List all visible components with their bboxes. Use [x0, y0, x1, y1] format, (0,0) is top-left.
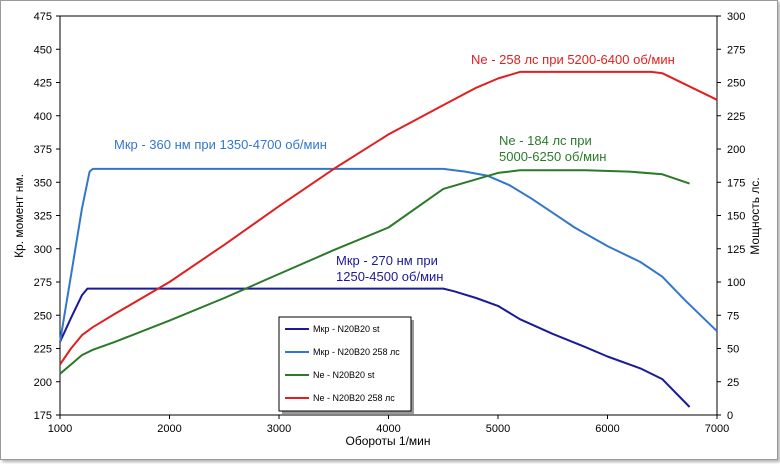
left-tick-label: 250 — [34, 310, 52, 322]
right-tick-label: 175 — [727, 177, 745, 189]
y-axis-label-right: Мощность лс. — [748, 177, 762, 254]
annotation-3-line: 5000-6250 об/мин — [499, 149, 606, 164]
series-line-2 — [59, 167, 718, 343]
left-tick-label: 475 — [34, 11, 52, 23]
annotation-2: Мкр - 360 нм при 1350-4700 об/мин — [114, 137, 327, 152]
right-axis-ticks: 0 25 50 75 100 125 150 175 200 225 250 275 300 — [717, 11, 745, 422]
legend-box — [278, 316, 412, 412]
series-layer — [59, 70, 718, 408]
right-tick-label: 0 — [727, 410, 733, 422]
x-axis-label: Обороты 1/мин — [345, 434, 430, 448]
legend-label-1: Мкр - N20B20 st — [313, 324, 380, 334]
legend-label-3: Ne - N20B20 st — [313, 370, 375, 380]
x-tick-label: 6000 — [595, 423, 619, 435]
legend: Мкр - N20B20 st Мкр - N20B20 258 лс Ne - N… — [278, 316, 414, 414]
series-line-1 — [59, 287, 691, 408]
left-tick-label: 400 — [34, 111, 52, 123]
left-tick-label: 275 — [34, 277, 52, 289]
x-tick-label: 3000 — [267, 423, 291, 435]
annotation-4-line: 1250-4500 об/мин — [336, 269, 443, 284]
annotation-3-line: Ne - 184 лс при — [499, 133, 592, 148]
left-tick-label: 200 — [34, 377, 52, 389]
left-tick-label: 425 — [34, 78, 52, 90]
x-axis-ticks: 1000 2000 3000 4000 5000 6000 7000 — [48, 415, 729, 435]
series-line-3 — [59, 169, 690, 375]
left-tick-label: 300 — [34, 244, 52, 256]
left-tick-label: 225 — [34, 344, 52, 356]
annotation-4-line: Мкр - 270 нм при — [336, 253, 438, 268]
right-tick-label: 250 — [727, 78, 745, 90]
left-tick-label: 325 — [34, 211, 52, 223]
right-tick-label: 25 — [727, 377, 739, 389]
right-tick-label: 75 — [727, 310, 739, 322]
left-axis-ticks: 175 200 225 250 275 300 325 350 375 400 425 450 475 — [34, 11, 60, 422]
legend-label-4: Ne - N20B20 258 лс — [313, 393, 395, 403]
right-tick-label: 100 — [727, 277, 745, 289]
annotations: Ne - 258 лс при 5200-6400 об/мин Мкр - 36… — [114, 52, 675, 284]
right-tick-label: 225 — [727, 111, 745, 123]
right-tick-label: 300 — [727, 11, 745, 23]
x-tick-label: 2000 — [157, 423, 181, 435]
right-tick-label: 50 — [727, 344, 739, 356]
left-tick-label: 375 — [34, 144, 52, 156]
x-tick-label: 4000 — [376, 423, 400, 435]
left-tick-label: 450 — [34, 44, 52, 56]
right-tick-label: 275 — [727, 44, 745, 56]
right-tick-label: 125 — [727, 244, 745, 256]
annotation-1: Ne - 258 лс при 5200-6400 об/мин — [471, 52, 675, 67]
x-tick-label: 1000 — [48, 423, 72, 435]
legend-label-2: Мкр - N20B20 258 лс — [313, 347, 400, 357]
series-line-4 — [59, 70, 718, 366]
y-axis-label-left: Кр. момент нм. — [12, 174, 26, 258]
left-tick-label: 350 — [34, 177, 52, 189]
left-tick-label: 175 — [34, 410, 52, 422]
right-tick-label: 150 — [727, 211, 745, 223]
x-tick-label: 5000 — [486, 423, 510, 435]
x-tick-label: 7000 — [705, 423, 729, 435]
right-tick-label: 200 — [727, 144, 745, 156]
